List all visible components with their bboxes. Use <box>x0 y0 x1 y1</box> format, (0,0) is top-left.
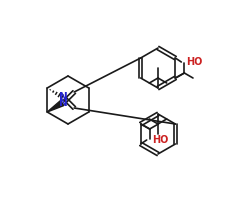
Text: HO: HO <box>152 135 168 145</box>
Polygon shape <box>47 100 64 112</box>
Text: N: N <box>59 98 68 108</box>
Text: HO: HO <box>186 57 203 67</box>
Text: N: N <box>59 92 68 102</box>
